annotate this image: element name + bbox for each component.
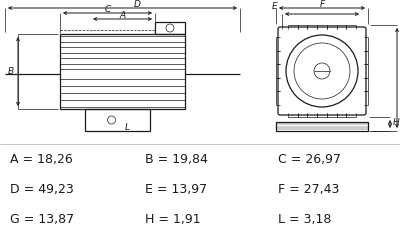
Text: H: H [393,118,400,126]
Text: F: F [320,0,324,8]
Bar [155,22,185,34]
Bar [60,34,185,109]
Text: H = 1,91: H = 1,91 [145,212,201,226]
Text: L = 3,18: L = 3,18 [278,212,331,226]
Text: A = 18,26: A = 18,26 [10,152,73,166]
Text: F = 27,43: F = 27,43 [278,183,339,195]
Text: C = 26,97: C = 26,97 [278,152,341,166]
Text: A: A [120,10,126,19]
Text: C: C [104,4,111,13]
Bar [276,122,368,131]
Text: G = 13,87: G = 13,87 [10,212,74,226]
Text: D = 49,23: D = 49,23 [10,183,74,195]
Text: B = 19,84: B = 19,84 [145,152,208,166]
Bar [85,109,150,131]
Text: L: L [125,123,130,131]
Text: E: E [271,2,277,11]
Text: B: B [8,67,14,76]
Text: D: D [134,0,141,8]
Text: E = 13,97: E = 13,97 [145,183,207,195]
